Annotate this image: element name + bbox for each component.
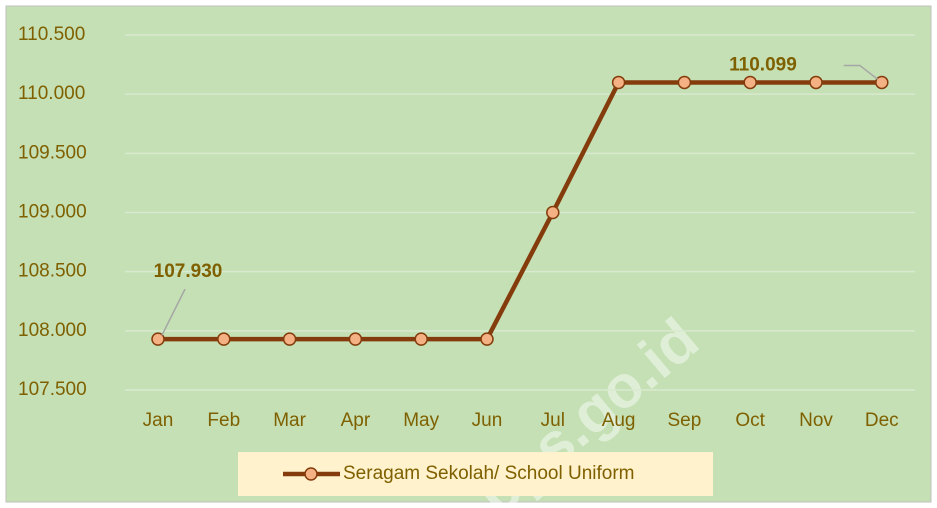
x-tick-label: May	[403, 410, 439, 431]
x-tick-label: Nov	[799, 410, 833, 431]
legend-label: Seragam Sekolah/ School Uniform	[343, 463, 634, 484]
marker	[611, 75, 626, 90]
x-tick-label: Jan	[143, 410, 174, 431]
x-tick-label: Feb	[207, 410, 240, 431]
data-label: 107.930	[154, 261, 223, 282]
x-tick-label: Sep	[667, 410, 701, 431]
x-tick-label: Oct	[735, 410, 765, 431]
marker	[875, 75, 889, 90]
x-tick-label: Aug	[602, 410, 636, 431]
y-tick-label: 107.500	[18, 379, 87, 400]
marker	[414, 332, 428, 346]
marker	[480, 332, 494, 346]
leader-line	[843, 64, 879, 81]
legend-marker	[304, 467, 318, 481]
marker	[743, 75, 757, 90]
x-tick-label: Apr	[341, 410, 371, 431]
marker	[217, 332, 231, 346]
y-tick-label: 108.500	[18, 261, 87, 282]
chart-background	[5, 5, 932, 503]
marker	[348, 332, 363, 346]
series-line	[158, 80, 882, 342]
y-tick-label: 108.000	[18, 320, 87, 341]
y-tick-label: 110.000	[18, 83, 85, 104]
y-tick-label: 109.000	[18, 202, 87, 223]
x-tick-label: Dec	[865, 410, 899, 431]
y-tick-label: 110.500	[18, 24, 85, 45]
x-tick-label: Jul	[541, 410, 565, 431]
marker	[546, 205, 560, 220]
x-tick-label: Jun	[472, 410, 503, 431]
marker	[677, 75, 692, 90]
data-label: 110.099	[729, 54, 797, 75]
y-tick-label: 109.500	[18, 142, 87, 163]
marker	[151, 332, 165, 346]
marker	[282, 332, 297, 346]
marker	[809, 75, 823, 90]
leader-line	[161, 288, 186, 336]
x-tick-label: Mar	[273, 410, 306, 431]
